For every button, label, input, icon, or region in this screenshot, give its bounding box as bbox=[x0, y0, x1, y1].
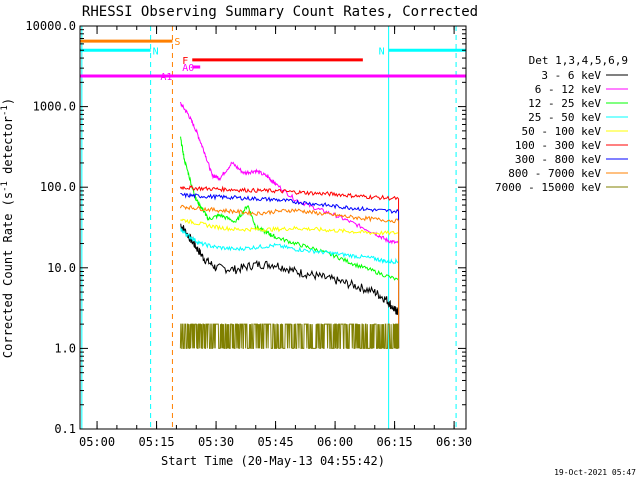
plot-frame bbox=[79, 25, 467, 430]
plot-area bbox=[80, 26, 466, 429]
x-tick-label-0: 05:00 bbox=[79, 435, 115, 449]
y-axis-title-superscript: -1 bbox=[0, 181, 10, 192]
series-line-4 bbox=[180, 218, 399, 236]
series-line-8 bbox=[179, 323, 400, 349]
x-tick-label-2: 05:30 bbox=[198, 435, 234, 449]
series-line-2 bbox=[179, 136, 399, 281]
series-line-6 bbox=[180, 192, 399, 214]
y-axis-title-end: ) bbox=[1, 98, 15, 105]
series-line-7 bbox=[179, 204, 400, 224]
x-tick-label-6: 06:30 bbox=[436, 435, 472, 449]
x-tick-label-1: 05:15 bbox=[139, 435, 175, 449]
legend-label-2: 12 - 25 keV bbox=[528, 97, 601, 110]
y-tick-label-1: 1.0 bbox=[54, 341, 76, 355]
x-tick-label-4: 06:00 bbox=[317, 435, 353, 449]
legend-label-0: 3 - 6 keV bbox=[541, 69, 601, 82]
state-bar-label-3: F bbox=[182, 56, 188, 67]
legend-label-4: 50 - 100 keV bbox=[522, 125, 602, 138]
y-tick-label-2: 10.0 bbox=[47, 261, 76, 275]
chart-title: RHESSI Observing Summary Count Rates, Co… bbox=[82, 4, 478, 20]
y-axis-title-suffix: detector bbox=[1, 116, 15, 181]
state-bar-label-1: N bbox=[153, 46, 159, 57]
y-axis-title: Corrected Count Rate (s-1 detector-1) bbox=[0, 98, 15, 358]
series-line-3 bbox=[180, 227, 400, 265]
y-tick-label-0: 0.1 bbox=[54, 422, 76, 436]
y-axis: 0.1 1.0 10.0 100.0 1000.0 10000.0 bbox=[25, 19, 466, 436]
y-tick-label-3: 100.0 bbox=[40, 180, 76, 194]
legend-label-1: 6 - 12 keV bbox=[535, 83, 602, 96]
legend-label-6: 300 - 800 keV bbox=[515, 153, 601, 166]
state-bar-label-5: A1 bbox=[160, 72, 172, 83]
y-tick-label-5: 10000.0 bbox=[25, 19, 76, 33]
series-line-1 bbox=[179, 101, 400, 245]
legend-title: Det 1,3,4,5,6,9 bbox=[529, 54, 628, 67]
state-bar-label-4: A0 bbox=[182, 63, 194, 74]
legend-label-8: 7000 - 15000 keV bbox=[495, 181, 601, 194]
legend-label-7: 800 - 7000 keV bbox=[508, 167, 601, 180]
series-line-5 bbox=[179, 185, 399, 201]
generation-timestamp: 19-Oct-2021 05:47 bbox=[554, 468, 636, 477]
y-axis-title-superscript-2: -1 bbox=[0, 105, 10, 116]
x-tick-label-3: 05:45 bbox=[258, 435, 294, 449]
series-line-0 bbox=[180, 223, 400, 316]
legend-label-5: 100 - 300 keV bbox=[515, 139, 601, 152]
y-axis-title-prefix: Corrected Count Rate (s bbox=[1, 192, 15, 358]
legend-label-3: 25 - 50 keV bbox=[528, 111, 601, 124]
x-axis: 05:00 05:15 05:30 05:45 06:00 06:15 06:30 bbox=[79, 26, 472, 449]
y-tick-label-4: 1000.0 bbox=[33, 100, 76, 114]
x-axis-title: Start Time (20-May-13 04:55:42) bbox=[161, 454, 385, 468]
state-bar-label-2: N bbox=[379, 46, 385, 57]
x-tick-label-5: 06:15 bbox=[377, 435, 413, 449]
state-bar-label-0: S bbox=[174, 37, 180, 48]
